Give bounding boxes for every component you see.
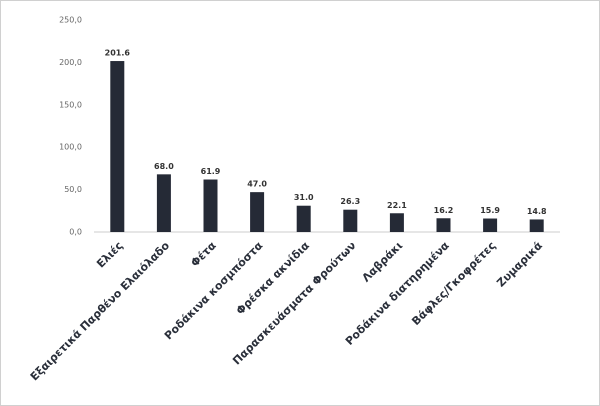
y-tick-label: 50,0	[64, 185, 82, 194]
value-label: 22.1	[387, 201, 407, 210]
y-tick-label: 150,0	[59, 100, 82, 109]
bar	[110, 61, 125, 233]
value-label: 26.3	[340, 197, 360, 206]
bar	[389, 213, 404, 232]
value-label: 16.2	[434, 206, 454, 215]
bar	[343, 209, 358, 232]
bar	[250, 192, 265, 232]
y-tick-label: 200,0	[59, 58, 82, 67]
value-label: 15.9	[480, 206, 500, 215]
value-label: 31.0	[294, 193, 314, 202]
bar	[529, 219, 544, 232]
bar	[296, 205, 311, 232]
y-tick-label: 100,0	[59, 143, 82, 152]
value-label: 14.8	[527, 207, 547, 216]
y-tick-label: 250,0	[59, 16, 82, 25]
bar	[203, 179, 218, 232]
bar	[156, 174, 171, 232]
bar	[483, 218, 498, 232]
value-label: 47.0	[247, 180, 267, 189]
value-label: 61.9	[201, 167, 221, 176]
y-tick-label: 0,0	[69, 228, 82, 237]
value-label: 201.6	[105, 49, 131, 58]
value-label: 68.0	[154, 162, 174, 171]
bar	[436, 218, 451, 232]
